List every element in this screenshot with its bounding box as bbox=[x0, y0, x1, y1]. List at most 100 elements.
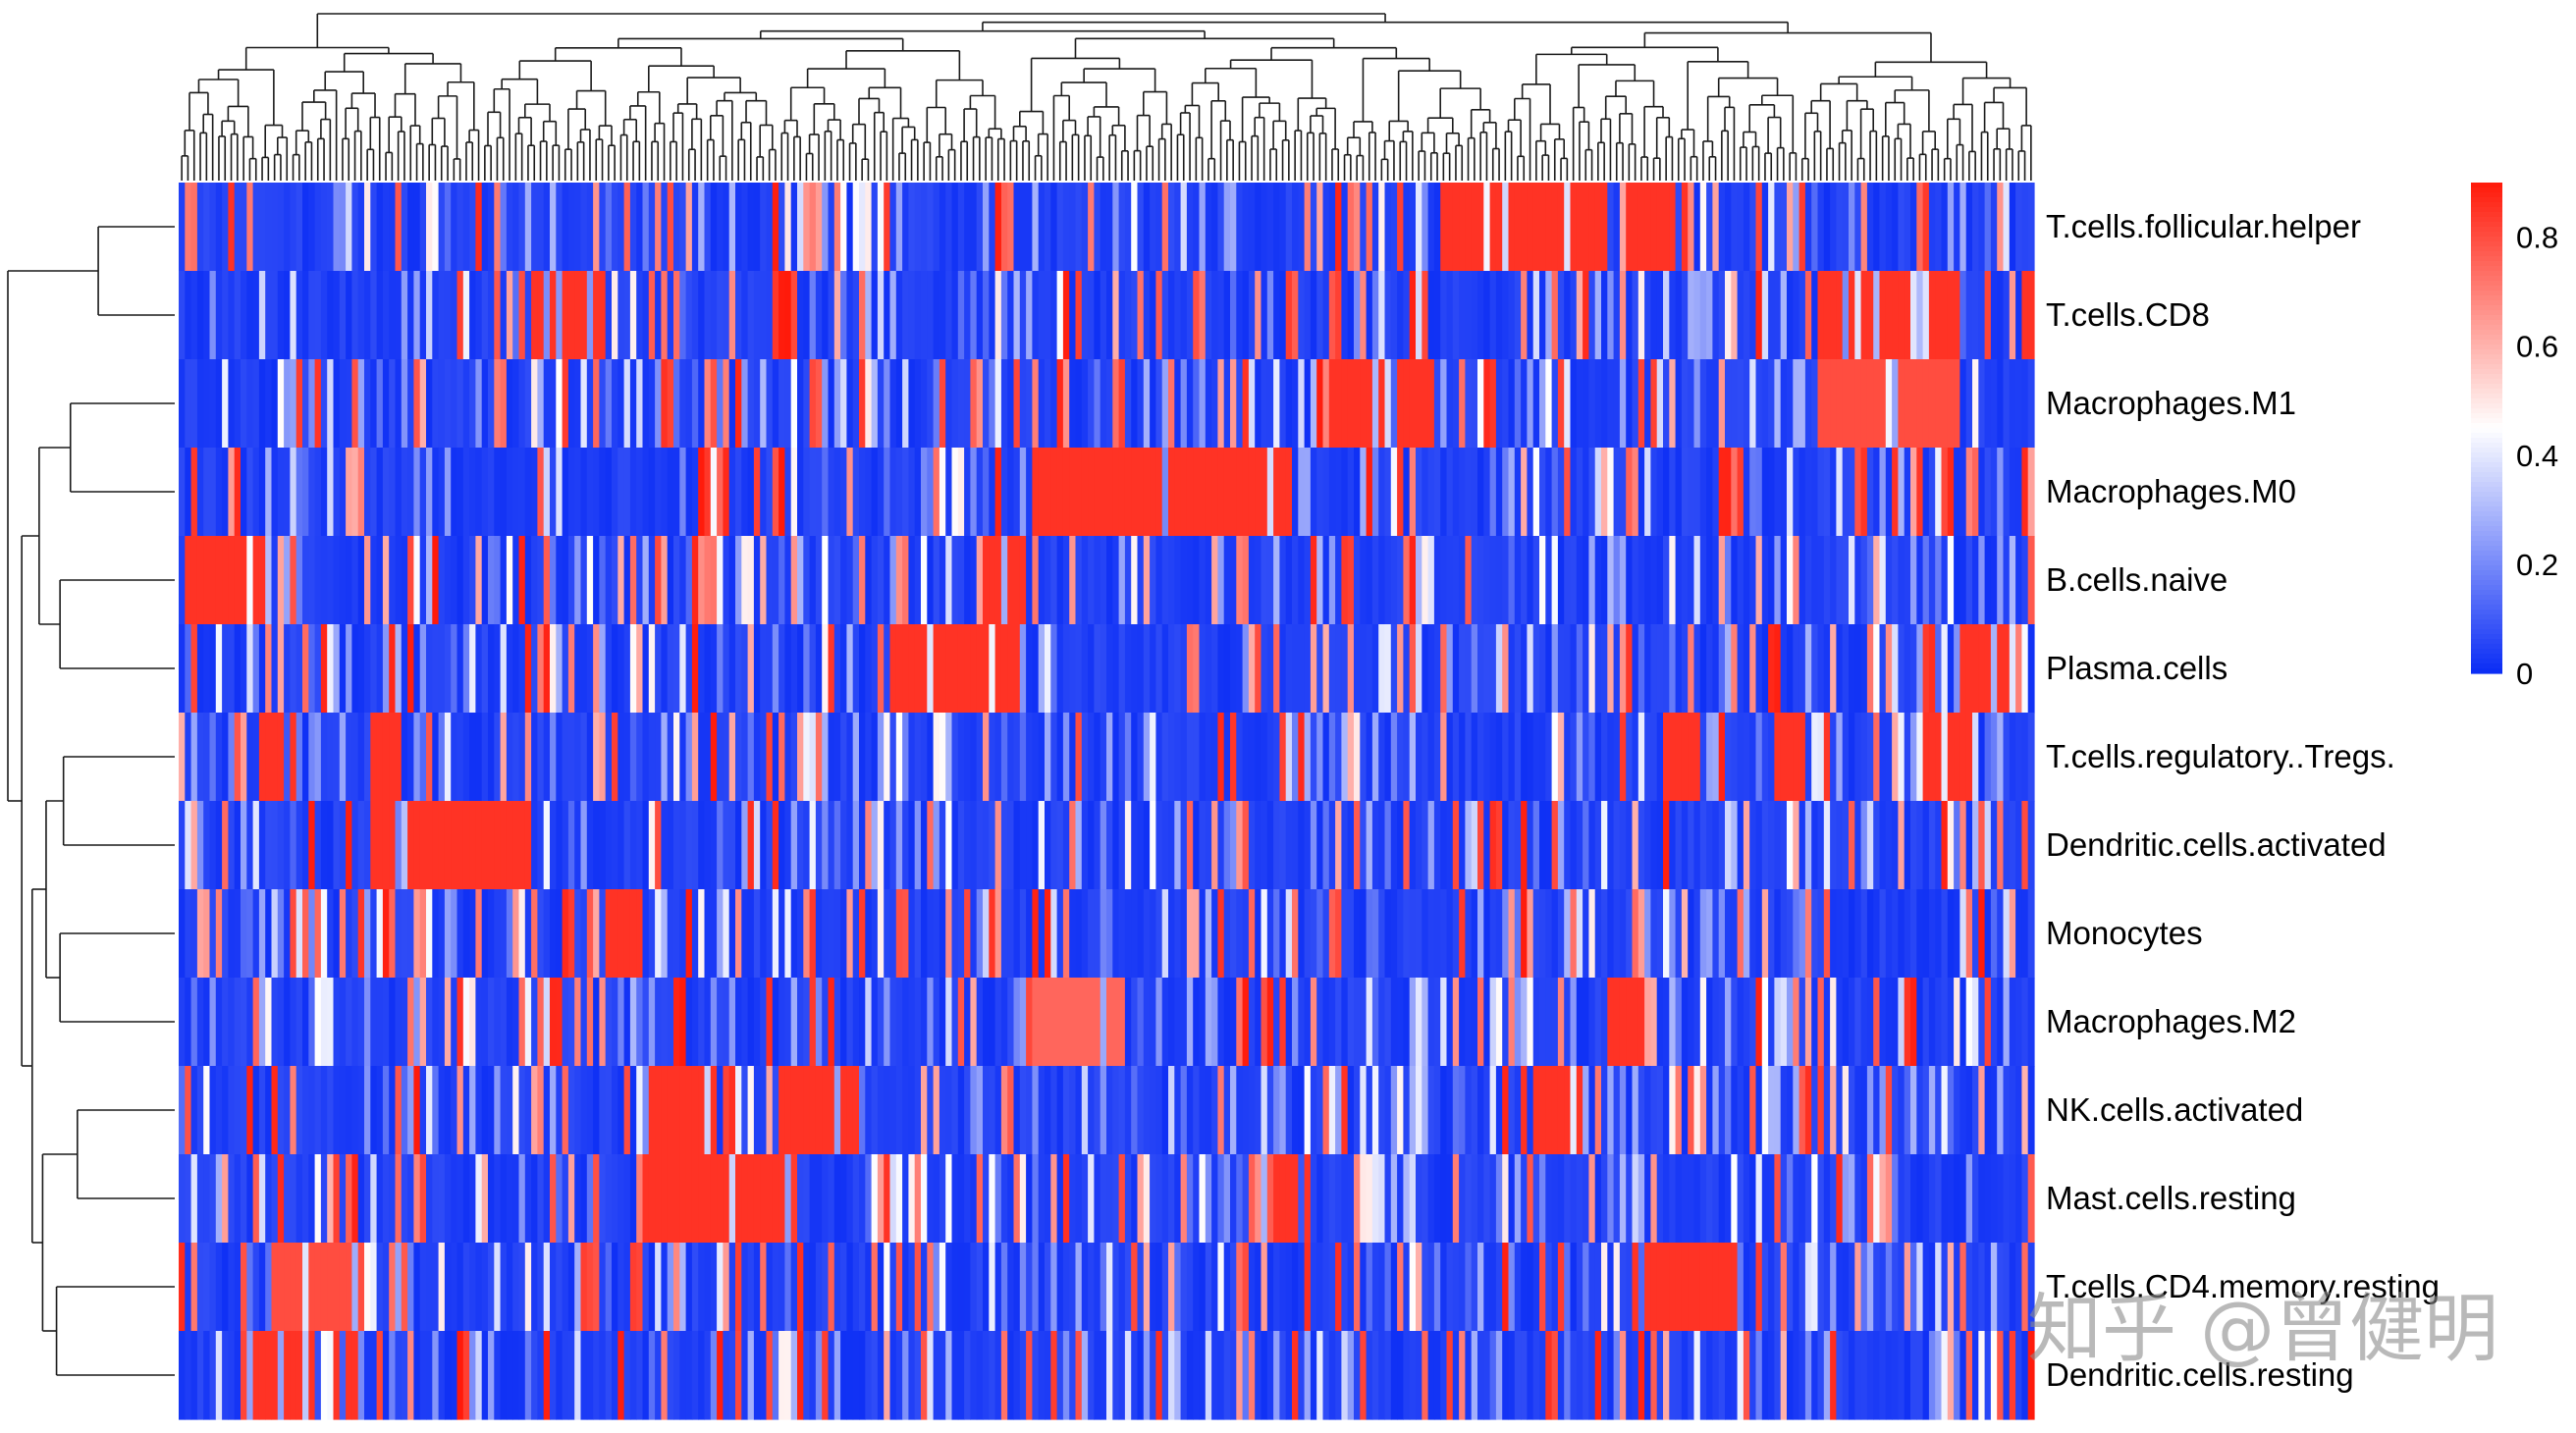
heatmap-cell bbox=[537, 1331, 545, 1420]
heatmap-cell bbox=[1583, 801, 1589, 890]
heatmap-cell bbox=[1811, 536, 1819, 625]
heatmap-cell bbox=[462, 978, 470, 1067]
heatmap-cell bbox=[753, 271, 761, 360]
heatmap-cell bbox=[797, 271, 804, 360]
heatmap-cell bbox=[302, 1066, 309, 1155]
heatmap-cell bbox=[246, 1243, 254, 1332]
heatmap-cell bbox=[797, 1331, 804, 1420]
heatmap-cell bbox=[1619, 978, 1627, 1067]
heatmap-cell bbox=[1477, 889, 1484, 979]
heatmap-cell bbox=[945, 801, 953, 890]
heatmap-cell bbox=[432, 978, 440, 1067]
heatmap-cell bbox=[1873, 713, 1881, 802]
heatmap-cell bbox=[994, 1066, 1002, 1155]
heatmap-cell bbox=[290, 978, 297, 1067]
heatmap-cell bbox=[1613, 624, 1621, 714]
heatmap-cell bbox=[1663, 713, 1670, 802]
heatmap-cell bbox=[462, 1154, 470, 1244]
heatmap-cell bbox=[1347, 359, 1355, 449]
heatmap-cell bbox=[1699, 1066, 1707, 1155]
heatmap-cell bbox=[1613, 1243, 1621, 1332]
heatmap-cell bbox=[1050, 713, 1058, 802]
heatmap-cell bbox=[945, 448, 953, 537]
heatmap-cell bbox=[462, 448, 470, 537]
heatmap-cell bbox=[562, 801, 569, 890]
heatmap-cell bbox=[1793, 978, 1800, 1067]
heatmap-cell bbox=[1965, 448, 1973, 537]
heatmap-cell bbox=[241, 536, 247, 625]
heatmap-cell bbox=[2021, 801, 2029, 890]
heatmap-cell bbox=[494, 1243, 502, 1332]
heatmap-cell bbox=[1248, 889, 1256, 979]
heatmap-cell bbox=[648, 624, 656, 714]
heatmap-cell bbox=[617, 624, 625, 714]
heatmap-cell bbox=[1898, 889, 1905, 979]
heatmap-cell bbox=[1193, 1066, 1201, 1155]
heatmap-cell bbox=[1990, 359, 1998, 449]
heatmap-cell bbox=[284, 359, 291, 449]
heatmap-cell bbox=[524, 536, 532, 625]
heatmap-cell bbox=[512, 1154, 520, 1244]
heatmap-cell bbox=[1193, 624, 1201, 714]
heatmap-cell bbox=[661, 1154, 669, 1244]
heatmap-cell bbox=[1013, 889, 1021, 979]
heatmap-cell bbox=[531, 713, 538, 802]
heatmap-cell bbox=[1354, 1243, 1361, 1332]
heatmap-cell bbox=[1836, 271, 1844, 360]
heatmap-cell bbox=[1371, 1154, 1379, 1244]
heatmap-cell bbox=[865, 1243, 873, 1332]
heatmap-cell bbox=[1725, 1066, 1732, 1155]
heatmap-cell bbox=[562, 1243, 569, 1332]
heatmap-cell bbox=[679, 271, 687, 360]
heatmap-cell bbox=[859, 183, 866, 272]
heatmap-cell bbox=[760, 271, 768, 360]
heatmap-cell bbox=[1255, 448, 1262, 537]
heatmap-cell bbox=[914, 183, 922, 272]
heatmap-cell bbox=[679, 889, 687, 979]
heatmap-cell bbox=[1527, 624, 1534, 714]
heatmap-cell bbox=[884, 713, 891, 802]
heatmap-cell bbox=[215, 359, 223, 449]
heatmap-cell bbox=[290, 359, 297, 449]
heatmap-cell bbox=[964, 1243, 971, 1332]
heatmap-cell bbox=[989, 624, 996, 714]
heatmap-cell bbox=[1693, 448, 1701, 537]
heatmap-cell bbox=[395, 624, 402, 714]
heatmap-cell bbox=[2027, 183, 2035, 272]
heatmap-cell bbox=[772, 448, 779, 537]
heatmap-cell bbox=[586, 713, 594, 802]
heatmap-cell bbox=[1427, 978, 1435, 1067]
heatmap-cell bbox=[1965, 978, 1973, 1067]
heatmap-cell bbox=[1248, 978, 1256, 1067]
heatmap-cell bbox=[889, 1066, 897, 1155]
heatmap-cell bbox=[852, 183, 860, 272]
heatmap-cell bbox=[1495, 624, 1503, 714]
heatmap-cell bbox=[945, 1331, 953, 1420]
heatmap-cell bbox=[840, 713, 847, 802]
heatmap-cell bbox=[179, 624, 186, 714]
heatmap-cell bbox=[1885, 801, 1893, 890]
heatmap-cell bbox=[1699, 624, 1707, 714]
heatmap-cell bbox=[580, 271, 588, 360]
heatmap-cell bbox=[1427, 536, 1435, 625]
heatmap-cell bbox=[1557, 1066, 1565, 1155]
heatmap-cell bbox=[1285, 801, 1293, 890]
heatmap-cell bbox=[419, 271, 427, 360]
heatmap-cell bbox=[543, 1154, 551, 1244]
heatmap-cell bbox=[784, 978, 792, 1067]
heatmap-cell bbox=[196, 1331, 204, 1420]
heatmap-cell bbox=[778, 801, 785, 890]
heatmap-cell bbox=[419, 1243, 427, 1332]
heatmap-cell bbox=[1000, 801, 1008, 890]
heatmap-cell bbox=[357, 801, 365, 890]
heatmap-cell bbox=[1422, 271, 1429, 360]
heatmap-cell bbox=[419, 889, 427, 979]
heatmap-cell bbox=[728, 359, 736, 449]
heatmap-cell bbox=[1768, 536, 1775, 625]
heatmap-cell bbox=[1508, 978, 1516, 1067]
heatmap-cell bbox=[1397, 1154, 1404, 1244]
heatmap-cell bbox=[902, 713, 909, 802]
heatmap-cell bbox=[1793, 1243, 1800, 1332]
heatmap-cell bbox=[1576, 713, 1583, 802]
heatmap-cell bbox=[234, 1331, 242, 1420]
